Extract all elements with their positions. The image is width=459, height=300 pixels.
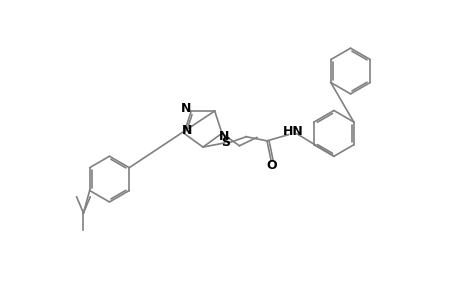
Text: N: N	[180, 102, 190, 115]
Text: S: S	[220, 136, 230, 148]
Text: O: O	[266, 159, 277, 172]
Text: N: N	[218, 130, 229, 143]
Text: HN: HN	[282, 125, 302, 138]
Text: N: N	[182, 124, 192, 137]
